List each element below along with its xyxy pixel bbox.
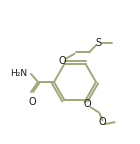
Text: O: O bbox=[59, 56, 66, 66]
Text: O: O bbox=[99, 117, 106, 127]
Text: O: O bbox=[28, 97, 36, 107]
Text: S: S bbox=[95, 38, 102, 48]
Text: O: O bbox=[84, 99, 91, 109]
Text: H₂N: H₂N bbox=[10, 69, 27, 77]
